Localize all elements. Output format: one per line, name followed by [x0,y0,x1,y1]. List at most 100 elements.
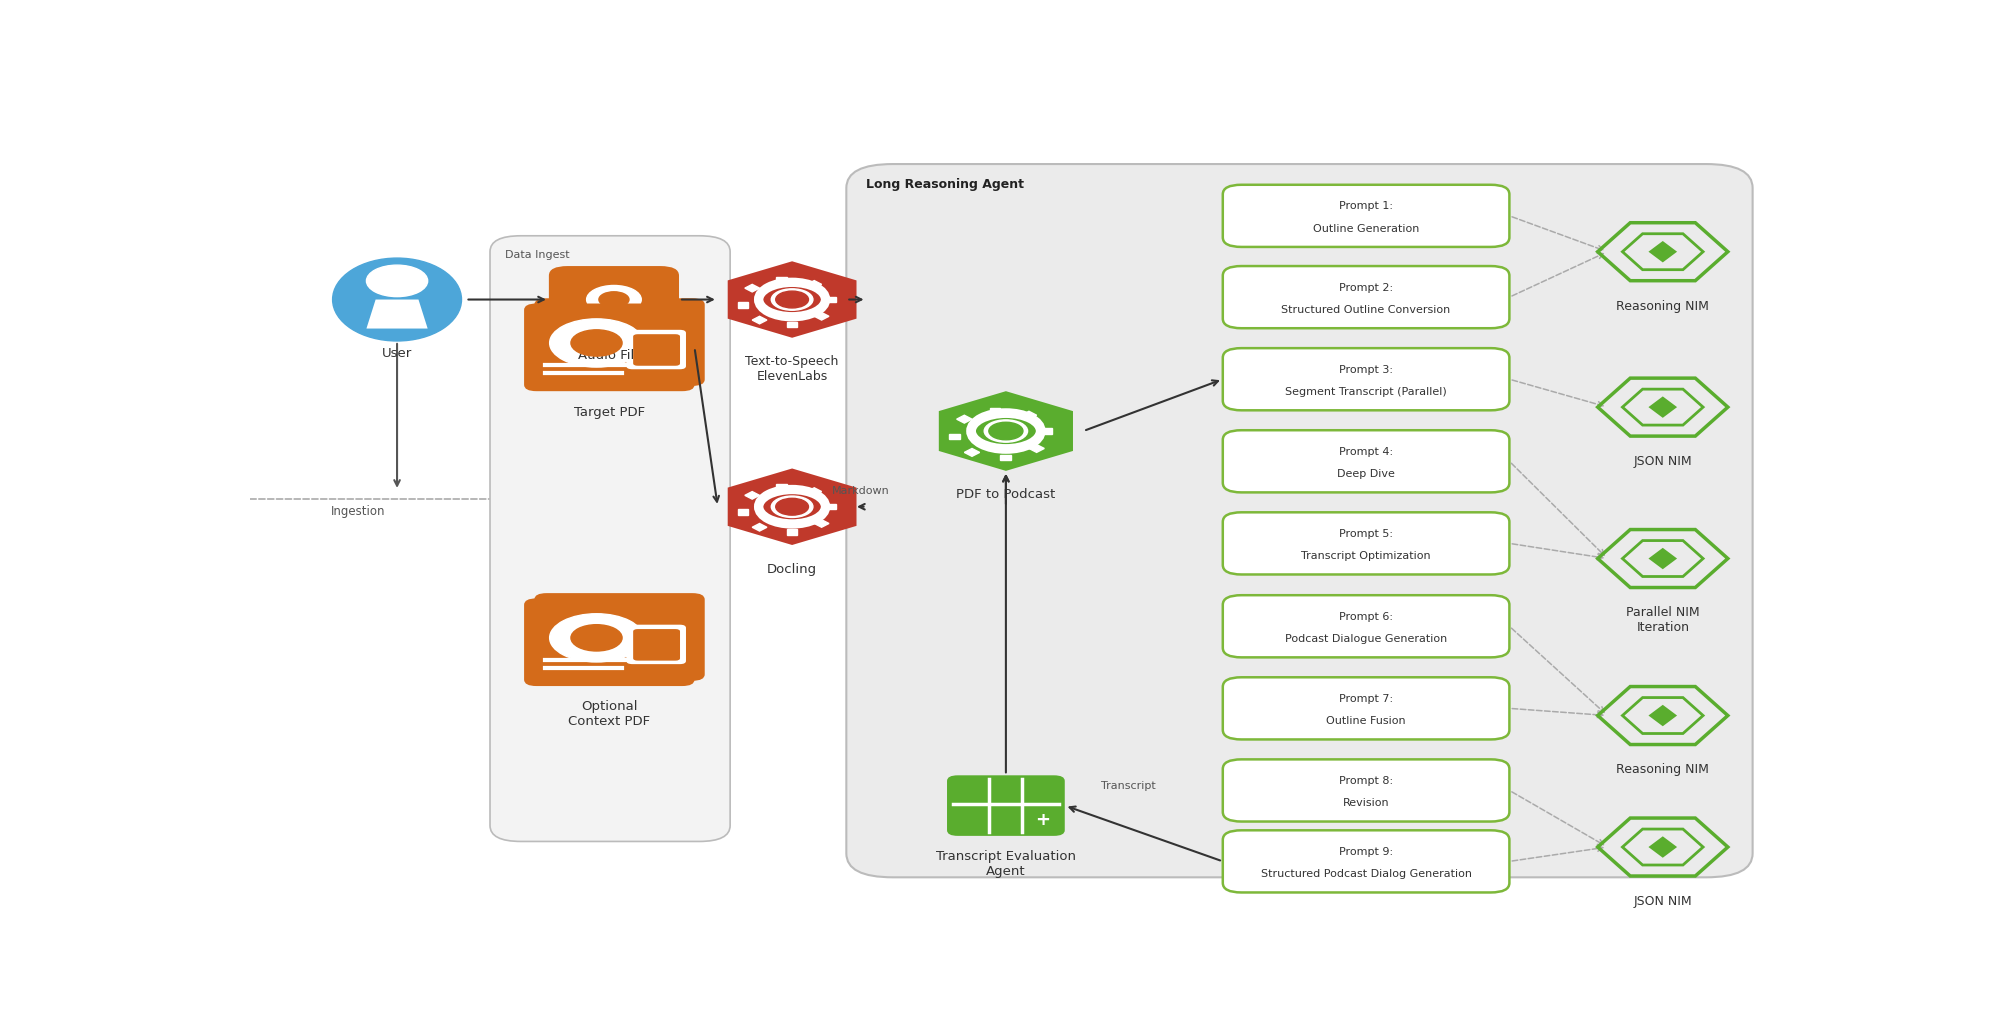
FancyBboxPatch shape [947,775,1065,836]
Text: Data Ingest: Data Ingest [505,250,569,260]
Bar [751,524,767,531]
Circle shape [549,319,643,367]
Text: Outline Generation: Outline Generation [1313,224,1419,234]
FancyBboxPatch shape [845,165,1752,878]
Text: Prompt 9:: Prompt 9: [1339,847,1393,857]
Text: JSON NIM: JSON NIM [1632,895,1690,908]
Polygon shape [727,261,855,337]
FancyBboxPatch shape [523,303,693,391]
Text: Prompt 3:: Prompt 3: [1339,364,1393,375]
FancyBboxPatch shape [633,334,679,365]
Bar [957,415,971,423]
Bar [963,448,979,456]
Bar [751,317,767,324]
Bar [999,454,1011,461]
Circle shape [549,614,643,662]
Circle shape [775,498,807,515]
Circle shape [989,422,1023,440]
Bar [787,322,797,327]
Circle shape [771,496,813,518]
Circle shape [585,286,641,314]
Text: Ingestion: Ingestion [330,505,386,519]
Text: Transcript: Transcript [1101,781,1155,791]
Polygon shape [366,299,428,328]
FancyBboxPatch shape [1223,830,1508,892]
Bar [825,297,835,302]
Text: Segment Transcript (Parallel): Segment Transcript (Parallel) [1285,387,1447,397]
Circle shape [571,330,621,356]
FancyBboxPatch shape [1223,677,1508,739]
Text: Markdown: Markdown [831,486,889,497]
FancyBboxPatch shape [1223,595,1508,657]
Text: Revision: Revision [1343,798,1389,808]
Text: Outline Fusion: Outline Fusion [1325,716,1405,727]
Text: Optional
Context PDF: Optional Context PDF [567,701,649,729]
FancyBboxPatch shape [533,593,705,681]
Text: Prompt 5:: Prompt 5: [1339,529,1393,539]
Text: User: User [382,347,412,360]
Bar [775,484,787,490]
Polygon shape [1648,241,1676,263]
Circle shape [599,292,629,307]
Text: Audio Files: Audio Files [577,349,649,362]
Bar [775,277,787,283]
Text: Long Reasoning Agent: Long Reasoning Agent [865,178,1023,191]
Text: Prompt 7:: Prompt 7: [1339,693,1393,704]
Text: Target PDF: Target PDF [573,406,645,418]
FancyBboxPatch shape [1223,185,1508,247]
Polygon shape [1648,705,1676,727]
Polygon shape [1648,548,1676,569]
FancyBboxPatch shape [490,236,729,841]
Text: Structured Outline Conversion: Structured Outline Conversion [1281,305,1451,315]
Text: Text-to-Speech
ElevenLabs: Text-to-Speech ElevenLabs [745,355,839,383]
Text: Prompt 2:: Prompt 2: [1339,283,1393,293]
Text: Structured Podcast Dialog Generation: Structured Podcast Dialog Generation [1261,869,1471,879]
Text: Podcast Dialogue Generation: Podcast Dialogue Generation [1285,634,1447,644]
Bar [745,285,759,292]
Bar [825,504,835,509]
Ellipse shape [332,258,462,341]
FancyBboxPatch shape [625,625,685,664]
FancyBboxPatch shape [523,598,693,686]
FancyBboxPatch shape [1223,348,1508,410]
Polygon shape [727,469,855,545]
Text: Deep Dive: Deep Dive [1337,469,1395,479]
Text: Parallel NIM
Iteration: Parallel NIM Iteration [1624,607,1698,634]
Text: +: + [1035,811,1049,829]
Bar [737,302,747,307]
Bar [813,313,829,320]
Text: Docling: Docling [767,563,817,575]
Text: Transcript Evaluation
Agent: Transcript Evaluation Agent [935,850,1075,879]
Text: Reasoning NIM: Reasoning NIM [1616,299,1708,313]
Circle shape [771,289,813,310]
Bar [787,529,797,535]
Bar [737,509,747,514]
FancyBboxPatch shape [549,266,679,333]
Text: Prompt 8:: Prompt 8: [1339,776,1393,786]
Bar [1029,444,1043,452]
Bar [807,487,821,496]
FancyBboxPatch shape [1223,266,1508,328]
Bar [1041,428,1051,434]
Circle shape [775,291,807,308]
Bar [807,280,821,288]
Bar [813,520,829,527]
Bar [989,408,999,413]
Text: Prompt 1:: Prompt 1: [1339,201,1393,211]
Text: PDF to Podcast: PDF to Podcast [955,489,1055,501]
Circle shape [983,420,1027,442]
Text: JSON NIM: JSON NIM [1632,455,1690,468]
FancyBboxPatch shape [633,629,679,660]
Circle shape [366,265,428,297]
FancyBboxPatch shape [1223,760,1508,822]
Polygon shape [939,391,1073,471]
Text: Prompt 4:: Prompt 4: [1339,447,1393,456]
FancyBboxPatch shape [1223,431,1508,493]
FancyBboxPatch shape [1223,512,1508,574]
FancyBboxPatch shape [533,298,705,386]
Bar [1021,411,1037,419]
Text: Transcript Optimization: Transcript Optimization [1301,552,1431,561]
Bar [745,492,759,499]
Text: Prompt 6:: Prompt 6: [1339,612,1393,622]
Polygon shape [1648,396,1676,418]
